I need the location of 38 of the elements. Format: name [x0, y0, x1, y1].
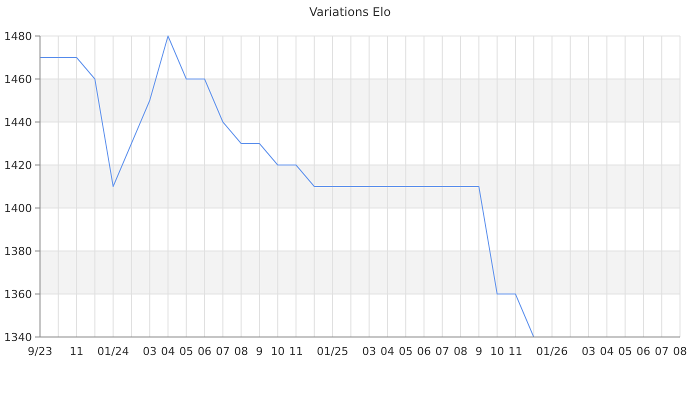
x-tick-label: 08	[454, 345, 468, 358]
y-tick-label: 1380	[4, 244, 32, 258]
y-tick-label: 1360	[4, 288, 32, 301]
x-tick-label: 01/24	[97, 345, 129, 358]
y-tick-label: 1460	[4, 72, 32, 86]
x-tick-label: 11	[70, 345, 84, 358]
x-tick-label: 07	[216, 345, 230, 358]
y-tick-label: 1440	[4, 116, 32, 129]
x-tick-label: 11	[289, 345, 303, 358]
x-tick-label: 9/23	[28, 345, 52, 358]
x-tick-label: 10	[490, 345, 504, 358]
x-tick-label: 10	[270, 345, 285, 358]
x-tick-label: 07	[435, 345, 450, 358]
x-tick-label: 01/25	[316, 345, 348, 358]
x-tick-label: 06	[417, 345, 431, 358]
x-tick-label: 11	[508, 345, 522, 358]
x-tick-label: 05	[398, 345, 413, 358]
x-tick-label: 04	[600, 345, 614, 358]
x-tick-label: 03	[142, 345, 157, 358]
x-tick-label: 05	[618, 345, 632, 358]
y-tick-label: 1400	[4, 202, 32, 215]
x-tick-label: 03	[582, 345, 596, 358]
x-tick-label: 04	[380, 345, 394, 358]
x-tick-label: 9	[256, 345, 263, 358]
x-tick-label: 08	[673, 345, 687, 358]
x-tick-label: 04	[161, 345, 175, 358]
x-tick-label: 06	[198, 345, 212, 358]
y-tick-label: 1420	[4, 158, 32, 172]
x-tick-label: 08	[234, 345, 248, 358]
x-tick-label: 06	[636, 345, 650, 358]
x-tick-label: 03	[362, 345, 376, 358]
x-tick-label: 9	[475, 345, 482, 358]
x-tick-label: 07	[654, 345, 669, 358]
chart-title: Variations Elo	[309, 5, 391, 19]
x-tick-label: 01/26	[536, 345, 568, 358]
y-tick-label: 1340	[4, 330, 32, 344]
x-tick-label: 05	[179, 345, 194, 358]
y-tick-label: 1480	[4, 30, 32, 43]
